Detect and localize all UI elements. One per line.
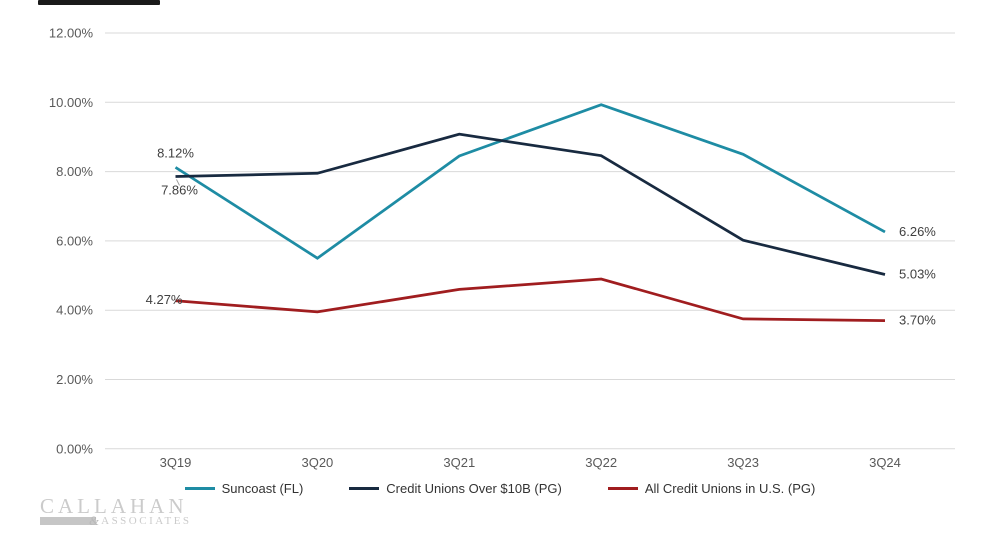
logo-ampersand: & (89, 513, 100, 528)
data-label: 4.27% (146, 292, 183, 307)
data-label: 6.26% (899, 224, 936, 239)
y-tick-label: 12.00% (49, 26, 94, 41)
legend-swatch-icon (607, 487, 638, 490)
x-tick-label-3Q23: 3Q23 (727, 455, 759, 470)
logo-wordmark: CALLAHAN (40, 494, 188, 518)
legend-label: Suncoast (FL) (221, 481, 304, 496)
clipped-title-bar (38, 0, 160, 5)
logo-bar (40, 517, 96, 525)
y-tick-label: 4.00% (56, 303, 93, 318)
callahan-logo: CALLAHAN & ASSOCIATES (40, 494, 192, 528)
x-tick-label-3Q21: 3Q21 (443, 455, 475, 470)
legend-item-1[interactable]: Credit Unions Over $10B (PG) (349, 481, 562, 496)
y-tick-label: 0.00% (56, 441, 93, 456)
x-tick-label-3Q22: 3Q22 (585, 455, 617, 470)
x-tick-label-3Q20: 3Q20 (301, 455, 333, 470)
data-label: 5.03% (899, 267, 936, 282)
x-tick-label-3Q24: 3Q24 (869, 455, 901, 470)
y-tick-label: 6.00% (56, 233, 93, 248)
x-tick-label-3Q19: 3Q19 (160, 455, 192, 470)
legend-swatch-icon (349, 487, 380, 490)
series-line-1 (175, 132, 886, 276)
data-label: 3.70% (899, 313, 936, 328)
legend-label: Credit Unions Over $10B (PG) (386, 481, 562, 496)
y-tick-label: 10.00% (49, 95, 94, 110)
data-label: 8.12% (157, 145, 194, 160)
legend-swatch-icon (184, 487, 215, 490)
series-line-0 (174, 103, 886, 260)
data-label: 7.86% (161, 182, 198, 197)
chart-legend: Suncoast (FL) Credit Unions Over $10B (PG… (0, 481, 1000, 496)
legend-item-2[interactable]: All Credit Unions in U.S. (PG) (607, 481, 816, 496)
y-tick-label: 2.00% (56, 372, 93, 387)
y-tick-label: 8.00% (56, 164, 93, 179)
legend-label: All Credit Unions in U.S. (PG) (644, 481, 816, 496)
logo-associates: ASSOCIATES (101, 515, 192, 527)
legend-item-0[interactable]: Suncoast (FL) (184, 481, 304, 496)
label-leader-line (176, 179, 180, 186)
logo-subline: & ASSOCIATES (40, 513, 192, 528)
series-line-2 (175, 277, 886, 322)
